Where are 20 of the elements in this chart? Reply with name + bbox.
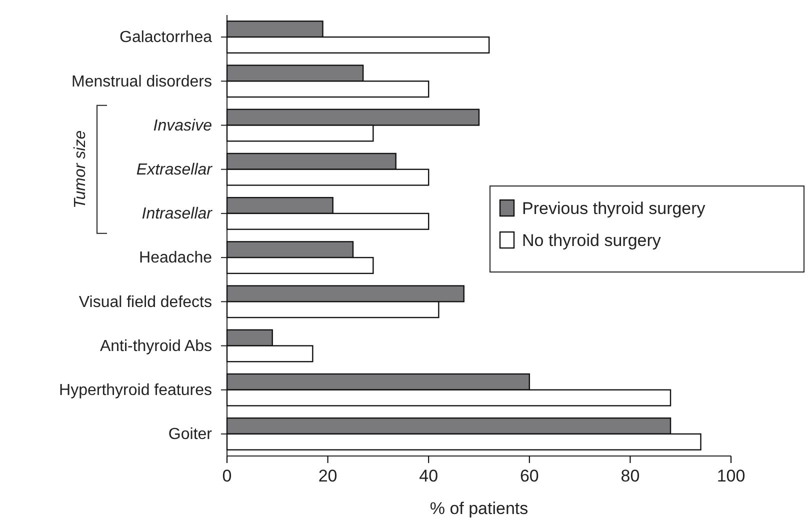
x-tick-label: 80 <box>620 466 640 486</box>
text: Tumor size <box>72 130 89 208</box>
y-tick-label: Galactorrhea <box>120 29 212 46</box>
y-tick-label: Visual field defects <box>78 294 212 311</box>
y-tick-label: Hyperthyroid features <box>59 382 212 399</box>
y-tick-label: Goiter <box>168 426 213 444</box>
x-tick-label: 60 <box>520 466 539 486</box>
x-tick-label: 40 <box>419 466 438 486</box>
y-tick-label: Anti-thyroid Abs <box>100 338 212 355</box>
y-tick-label: Headache <box>139 250 212 267</box>
y-tick-label: Extrasellar <box>136 161 213 178</box>
legend-label: Previous thyroid surgery <box>522 199 706 218</box>
y-tick-label: Menstrual disorders <box>72 73 212 90</box>
x-axis-title: % of patients <box>430 499 528 518</box>
x-tick-label: 20 <box>318 466 338 486</box>
legend-label: No thyroid surgery <box>522 231 662 250</box>
y-tick-label: Invasive <box>153 117 212 134</box>
x-tick-label: 100 <box>716 466 746 486</box>
x-tick-label: 0 <box>222 466 232 486</box>
y-tick-label: Intrasellar <box>142 206 213 223</box>
